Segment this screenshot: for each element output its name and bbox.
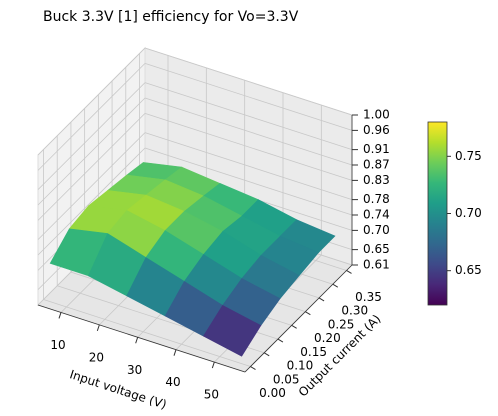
x-tick: [211, 361, 215, 369]
grid-line: [37, 97, 146, 206]
z-tick-label: 0.74: [363, 208, 390, 222]
y-tick: [291, 324, 297, 329]
y-tick-label: 0.00: [259, 386, 286, 400]
grid-line: [144, 47, 353, 116]
grid-line: [37, 82, 146, 190]
y-tick: [318, 297, 325, 302]
y-tick: [277, 338, 284, 343]
y-tick: [263, 352, 270, 357]
y-tick-label: 0.20: [314, 331, 341, 345]
chart-title: Buck 3.3V [1] efficiency for Vo=3.3V: [43, 9, 299, 25]
y-tick-label: 0.35: [355, 290, 382, 304]
colorbar: [427, 121, 448, 306]
grid-line: [37, 47, 146, 156]
axis-line: [37, 304, 246, 373]
y-tick: [305, 311, 311, 316]
y-tick-label: 0.15: [300, 345, 327, 359]
x-tick-label: 10: [50, 338, 65, 352]
z-tick-label: 0.87: [363, 158, 390, 172]
colorbar-tick-label: 0.70: [455, 206, 482, 220]
grid-line: [37, 113, 146, 221]
grid-line: [144, 82, 353, 150]
grid-line: [144, 97, 353, 166]
x-tick: [135, 337, 139, 344]
x-axis-label: Input voltage (V): [68, 367, 168, 412]
z-tick-label: 0.83: [363, 173, 390, 187]
x-tick: [96, 324, 100, 332]
x-tick-label: 40: [165, 375, 180, 389]
grid-line: [37, 147, 146, 256]
x-tick: [173, 349, 177, 356]
grid-line: [144, 132, 353, 200]
grid-line: [37, 132, 146, 240]
y-tick: [346, 270, 352, 274]
grid-line: [43, 299, 251, 367]
grid-line: [37, 63, 146, 171]
y-tick-label: 0.25: [328, 317, 355, 331]
grid-line: [144, 147, 353, 216]
z-tick-label: 0.91: [363, 142, 390, 156]
colorbar-tick-label: 0.65: [455, 263, 482, 277]
z-tick-label: 0.61: [363, 258, 390, 272]
z-tick-label: 0.78: [363, 192, 390, 206]
y-tick-label: 0.05: [273, 372, 300, 386]
grid-line: [144, 63, 353, 131]
colorbar-tick-label: 0.75: [455, 149, 482, 163]
surface-patch: [202, 305, 262, 357]
y-tick: [250, 366, 256, 370]
y-tick: [332, 283, 339, 288]
x-tick-label: 30: [127, 363, 142, 377]
grid-line: [144, 113, 353, 181]
y-tick-label: 0.10: [287, 359, 314, 373]
x-tick-label: 20: [89, 350, 104, 364]
x-tick-label: 50: [204, 388, 219, 402]
y-tick-label: 0.30: [341, 304, 368, 318]
z-tick-label: 0.96: [363, 123, 390, 137]
z-tick-label: 1.00: [363, 108, 390, 122]
z-tick-label: 0.70: [363, 223, 390, 237]
axis-line: [244, 264, 353, 373]
z-tick-label: 0.65: [363, 242, 390, 256]
x-tick: [58, 312, 62, 319]
